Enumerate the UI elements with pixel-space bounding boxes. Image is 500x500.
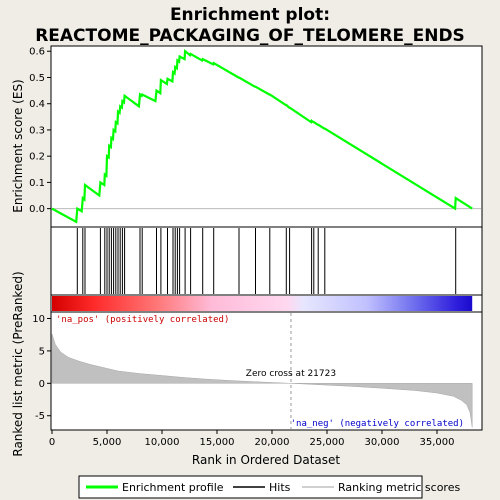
x-tick-label: 20,000: [255, 437, 290, 448]
x-axis-ticks: 0 5,000 10,000 15,000 20,000 25,000 30,000 35,0…: [49, 430, 455, 448]
legend-enrichment-profile: Enrichment profile: [122, 481, 224, 494]
x-tick-label: 30,000: [365, 437, 400, 448]
x-axis-label: Rank in Ordered Dataset: [192, 453, 340, 467]
es-y-tick-label: 0.5: [29, 73, 45, 84]
ranked-metric-panel: [50, 311, 483, 431]
es-y-tick-label: 0.2: [29, 152, 45, 163]
es-y-axis-label: Enrichment score (ES): [11, 79, 25, 212]
positive-correlation-label: 'na_pos' (positively correlated): [56, 315, 229, 325]
zero-cross-label: Zero cross at 21723: [246, 369, 336, 379]
rank-color-gradient: [52, 296, 473, 311]
chart-title-line2: REACTOME_PACKAGING_OF_TELOMERE_ENDS: [35, 26, 465, 46]
es-panel: [50, 45, 483, 228]
rank-y-tick-label: 10: [32, 314, 45, 325]
ranking-metric-area: [51, 333, 473, 428]
rank-y-tick-label: 0: [39, 379, 45, 390]
es-y-tick-label: 0.0: [29, 204, 45, 215]
rank-y-tick-label: -5: [35, 411, 45, 422]
x-tick-label: 0: [49, 437, 55, 448]
x-tick-label: 35,000: [420, 437, 455, 448]
legend-ranking-metric: Ranking metric scores: [338, 481, 460, 494]
x-tick-label: 15,000: [200, 437, 235, 448]
rank-y-axis-label: Ranked list metric (PreRanked): [11, 271, 25, 456]
es-y-tick-label: 0.3: [29, 125, 45, 136]
es-y-tick-label: 0.1: [29, 178, 45, 189]
legend-hits: Hits: [269, 481, 291, 494]
x-tick-label: 10,000: [145, 437, 180, 448]
rank-y-tick-label: 5: [39, 346, 45, 357]
x-tick-label: 5,000: [93, 437, 122, 448]
chart-title-line1: Enrichment plot:: [170, 5, 330, 25]
es-y-ticks: 0.0 0.1 0.2 0.3 0.4 0.5 0.6: [29, 47, 51, 215]
hit-markers: [76, 228, 457, 294]
es-y-tick-label: 0.6: [29, 47, 45, 58]
enrichment-profile-line: [51, 49, 473, 224]
es-y-tick-label: 0.4: [29, 99, 45, 110]
x-tick-label: 25,000: [310, 437, 345, 448]
rank-y-ticks: -5 0 5 10: [32, 314, 51, 422]
negative-correlation-label: 'na_neg' (negatively correlated): [291, 419, 464, 429]
